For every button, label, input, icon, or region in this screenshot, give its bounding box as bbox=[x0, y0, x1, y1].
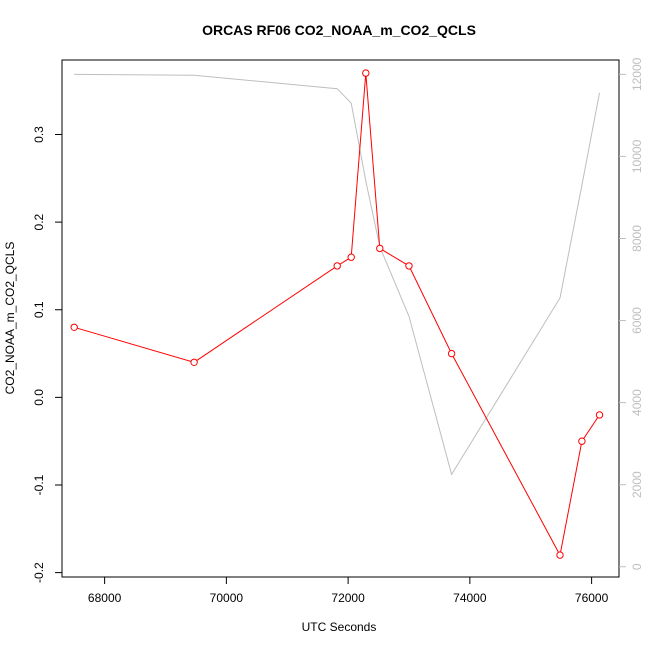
x-axis: 68000 70000 72000 74000 76000 bbox=[88, 577, 609, 605]
y-tick-label-3: 0.1 bbox=[32, 301, 46, 318]
co2-diff-series-line bbox=[74, 73, 600, 557]
x-tick-label-4: 76000 bbox=[575, 591, 609, 605]
co2-diff-point-4 bbox=[362, 69, 370, 77]
y-tick-label-0: -0.2 bbox=[32, 562, 46, 583]
y-tick-label-5: 0.3 bbox=[32, 126, 46, 143]
co2-diff-point-5 bbox=[376, 244, 384, 253]
y2-tick-label-6: 12000 bbox=[630, 57, 644, 91]
plot-frame bbox=[61, 59, 620, 578]
co2-diff-point-10 bbox=[595, 411, 604, 419]
series-layer bbox=[70, 69, 604, 559]
co2-diff-point-8 bbox=[556, 551, 564, 559]
y2-tick-label-2: 4000 bbox=[630, 389, 644, 416]
y2-tick-label-4: 8000 bbox=[630, 225, 644, 252]
co2-diff-point-7 bbox=[447, 349, 456, 358]
co2-diff-point-0 bbox=[70, 323, 78, 331]
y-tick-label-2: 0.0 bbox=[32, 389, 46, 406]
secondary-y-axis: 0 2000 4000 6000 8000 10000 12000 bbox=[619, 57, 644, 570]
co2-diff-point-1 bbox=[190, 358, 198, 366]
x-tick-label-1: 70000 bbox=[210, 591, 244, 605]
co2-diff-point-6 bbox=[405, 262, 413, 270]
y-tick-label-4: 0.2 bbox=[32, 213, 46, 230]
altitude-series-line bbox=[74, 73, 600, 476]
y2-tick-label-3: 6000 bbox=[630, 307, 644, 334]
y2-tick-label-5: 10000 bbox=[630, 139, 644, 173]
x-tick-label-3: 74000 bbox=[453, 591, 487, 605]
y-tick-label-1: -0.1 bbox=[32, 474, 46, 495]
y-axis: -0.2 -0.1 0.0 0.1 0.2 0.3 bbox=[32, 126, 62, 583]
co2-diff-point-2 bbox=[333, 262, 341, 270]
y2-tick-label-0: 0 bbox=[630, 563, 644, 570]
chart-title: ORCAS RF06 CO2_NOAA_m_CO2_QCLS bbox=[202, 22, 476, 38]
y2-tick-label-1: 2000 bbox=[630, 471, 644, 498]
x-axis-label: UTC Seconds bbox=[302, 620, 377, 634]
x-tick-label-2: 72000 bbox=[331, 591, 365, 605]
y-axis-label: CO2_NOAA_m_CO2_QCLS bbox=[3, 242, 17, 395]
x-tick-label-0: 68000 bbox=[88, 591, 122, 605]
co2-diff-point-9 bbox=[578, 437, 586, 445]
co2-diff-point-3 bbox=[347, 253, 355, 261]
